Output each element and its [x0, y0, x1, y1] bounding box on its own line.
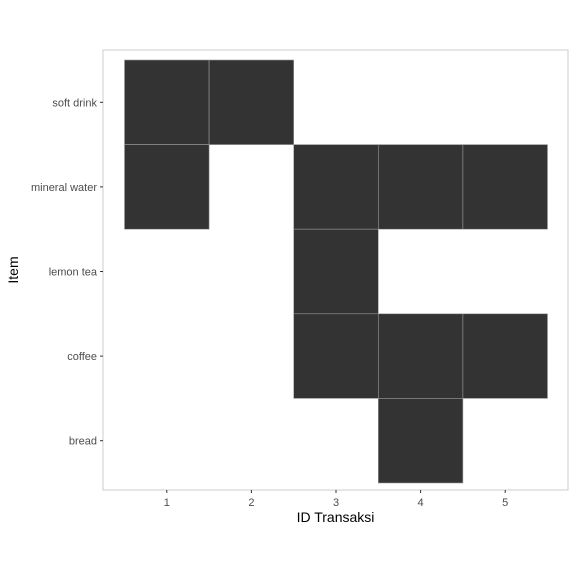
x-tick-label-1: 1	[164, 497, 170, 509]
y-tick-label-coffee: coffee	[67, 351, 97, 363]
cell-bread-4	[377, 398, 464, 484]
cell-coffee-4	[377, 313, 464, 399]
x-tick-label-4: 4	[418, 497, 424, 509]
cell-soft-drink-2	[208, 59, 295, 145]
cell-coffee-3	[293, 313, 379, 399]
y-ticks-layer: soft drink mineral water lemon tea coffee br…	[31, 97, 103, 448]
y-tick-label-lemon-tea: lemon tea	[49, 267, 98, 279]
cell-mineral-water-1	[124, 144, 210, 230]
cells-layer	[124, 59, 548, 484]
cell-mineral-water-4	[377, 144, 464, 230]
cell-soft-drink-1	[124, 59, 210, 145]
x-tick-label-5: 5	[502, 497, 508, 509]
x-tick-label-3: 3	[333, 497, 339, 509]
y-tick-label-soft-drink: soft drink	[52, 97, 97, 109]
cell-mineral-water-3	[293, 144, 379, 230]
x-tick-label-2: 2	[248, 497, 254, 509]
y-tick-label-bread: bread	[69, 436, 97, 448]
cell-coffee-5	[462, 313, 548, 399]
cell-lemon-tea-3	[293, 228, 379, 315]
cell-mineral-water-5	[462, 144, 548, 230]
y-tick-label-mineral-water: mineral water	[31, 182, 97, 194]
x-axis-title: ID Transaksi	[297, 509, 375, 525]
y-axis-title: Item	[5, 256, 21, 283]
x-ticks-layer: 1 2 3 4 5	[164, 490, 508, 509]
